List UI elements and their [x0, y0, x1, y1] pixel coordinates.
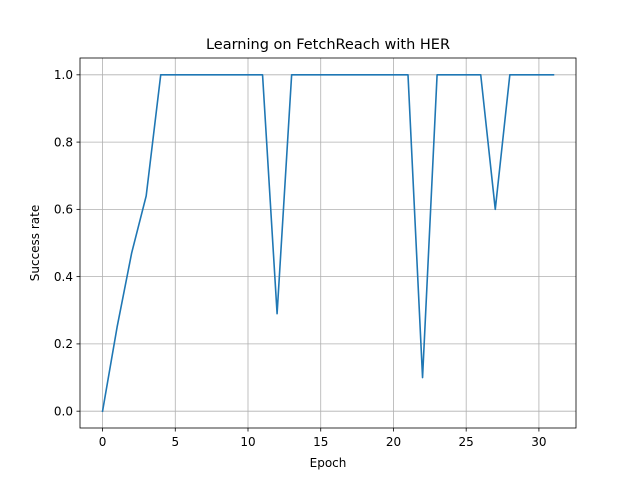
x-tick-label: 15	[313, 435, 328, 449]
tick-layer: 0 5 10 15 20 25 30 0.0 0.2 0.4 0.6 0.8 1.0	[54, 68, 547, 449]
x-tick-label: 30	[531, 435, 546, 449]
grid-layer	[80, 58, 576, 428]
x-tick-label: 0	[99, 435, 107, 449]
series-line	[101, 74, 555, 413]
x-tick-label: 20	[386, 435, 401, 449]
y-tick-label: 0.6	[54, 203, 73, 217]
x-tick-label: 5	[171, 435, 179, 449]
y-tick-label: 0.8	[54, 135, 73, 149]
series-layer	[101, 74, 555, 413]
y-tick-label: 0.2	[54, 337, 73, 351]
y-tick-label: 0.0	[54, 404, 73, 418]
y-tick-label: 0.4	[54, 270, 73, 284]
x-tick-label: 10	[240, 435, 255, 449]
x-tick-label: 25	[459, 435, 474, 449]
y-axis-label: Success rate	[28, 205, 42, 282]
x-axis-label: Epoch	[310, 456, 347, 470]
chart-title: Learning on FetchReach with HER	[206, 37, 450, 53]
y-tick-label: 1.0	[54, 68, 73, 82]
plot-frame	[79, 57, 577, 429]
